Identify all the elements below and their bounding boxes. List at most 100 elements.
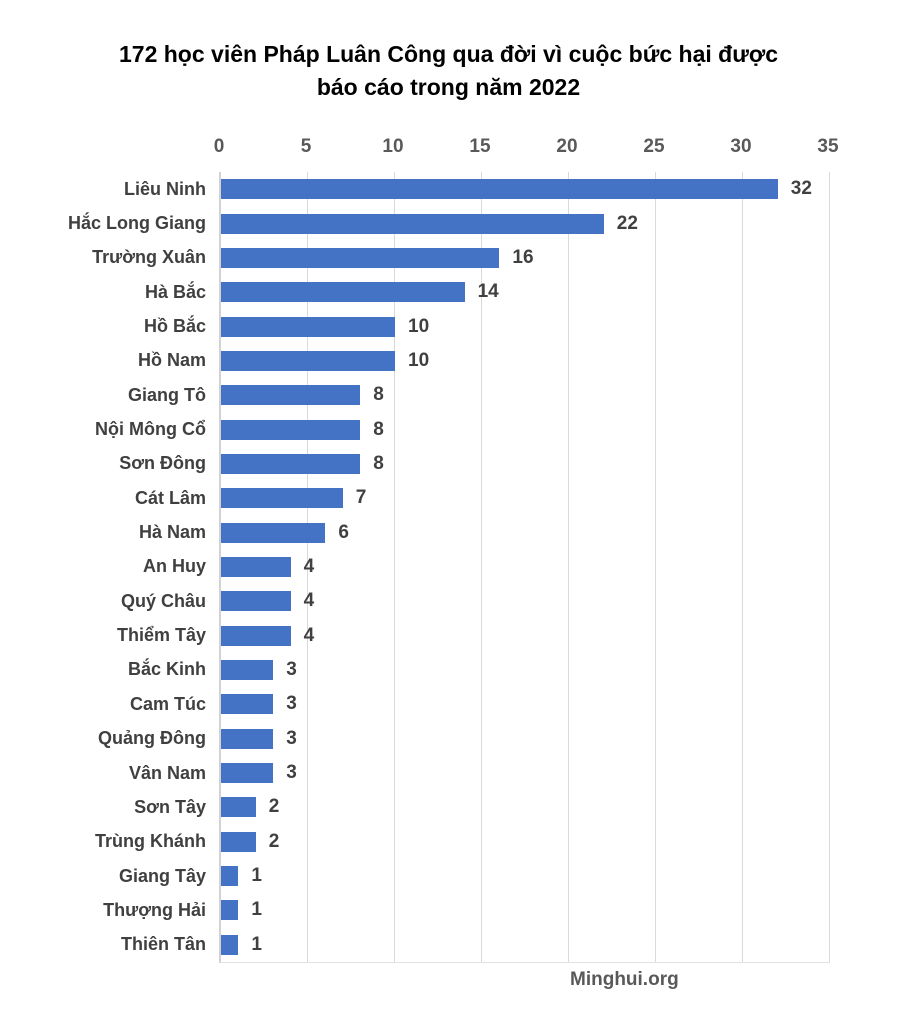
bar-row: 2 [221,790,830,824]
gridline-35 [829,172,830,962]
bar [221,179,778,200]
category-label: Hồ Bắc [143,316,206,337]
bar [221,728,274,749]
gridline-20 [567,172,569,962]
bar [221,213,604,234]
gridline-15 [481,172,482,962]
bar-row: 1 [221,928,830,962]
bar-value-label: 4 [303,624,315,646]
source-credit: Minghui.org [570,969,679,990]
bar [221,763,274,784]
bar-row: 10 [221,344,830,378]
bar-row: 4 [221,550,830,584]
bar-row: 16 [221,241,830,275]
bar [221,831,256,852]
bar-value-label: 32 [790,178,812,200]
bar-row: 3 [221,687,830,721]
bar [221,900,239,921]
bar-row: 3 [221,722,830,756]
bar [221,797,256,818]
x-axis-tick-15: 15 [469,136,491,157]
bar-value-label: 2 [268,830,280,852]
bar [221,282,465,303]
bar-row: 1 [221,859,830,893]
bar-value-label: 22 [616,212,638,234]
category-label: Cát Lâm [134,487,206,508]
category-axis: Liêu Ninh Hắc Long Giang Trường Xuân Hà Bắc… [0,172,206,962]
category-label: Liêu Ninh [124,178,206,199]
bar-row: 4 [221,618,830,652]
category-label: Nội Mông Cổ [95,419,206,440]
bar-value-label: 6 [338,521,349,543]
bar [221,385,361,406]
category-label: Trường Xuân [92,247,206,268]
bar-row: 14 [221,275,830,309]
bar-value-label: 7 [355,487,367,509]
category-label: Sơn Đông [119,453,206,474]
bar [221,934,239,955]
bar [221,316,395,337]
chart-title-line-2: báo cáo trong năm 2022 [316,74,581,100]
bar-value-label: 1 [251,933,262,955]
bar-row: 32 [221,172,830,206]
category-label: Hắc Long Giang [67,213,206,234]
category-label: Hà Nam [138,522,206,543]
plot-area: 32 22 16 14 10 10 8 8 8 7 6 4 4 4 3 3 3 3 2 2 1 1 1 [219,172,830,963]
category-label: Trùng Khánh [95,831,206,852]
bar-value-label: 16 [512,246,534,268]
x-axis-tick-30: 30 [730,136,752,157]
bar-row: 4 [221,584,830,618]
gridline-10 [393,172,395,962]
category-label: Thượng Hải [103,899,206,920]
x-axis-tick-25: 25 [643,136,665,157]
x-axis-tick-35: 35 [817,136,839,157]
bar-row: 22 [221,206,830,240]
gridline-30 [742,172,743,962]
bar [221,591,291,612]
chart-title: 172 học viên Pháp Luân Công qua đời vì c… [0,38,897,104]
bar-value-label: 8 [373,418,384,440]
x-axis-tick-10: 10 [382,136,404,157]
bar-value-label: 4 [303,555,315,577]
category-label: Hà Bắc [144,281,206,302]
category-label: Bắc Kinh [127,659,206,680]
bar [221,350,395,371]
gridline-5 [306,172,308,962]
category-label: An Huy [143,556,206,577]
x-axis: 0 5 10 15 20 25 30 35 [214,134,839,160]
bar-row: 6 [221,515,830,549]
x-axis-tick-0: 0 [213,136,225,157]
bar-value-label: 3 [286,693,297,715]
category-label: Cam Túc [129,693,206,714]
category-label: Hồ Nam [137,350,206,371]
category-label: Giang Tây [118,865,206,886]
bar-row: 8 [221,447,830,481]
bar-rows: 32 22 16 14 10 10 8 8 8 7 6 4 4 4 3 3 3 3 2 2 1 1 1 [221,172,830,962]
bar-row: 1 [221,893,830,927]
bar-row: 8 [221,378,830,412]
bar-value-label: 3 [286,727,297,749]
bar-row: 10 [221,309,830,343]
bar [221,522,326,543]
category-label: Sơn Tây [134,796,206,817]
category-label: Quảng Đông [98,728,206,749]
bar-row: 3 [221,756,830,790]
category-label: Giang Tô [128,384,206,405]
bar [221,419,361,440]
bar-row: 3 [221,653,830,687]
category-label: Thiên Tân [121,934,206,955]
bar-row: 8 [221,412,830,446]
bar-value-label: 8 [373,452,384,474]
bar [221,556,291,577]
bar [221,247,500,268]
category-label: Vân Nam [128,762,206,783]
bar-value-label: 2 [268,796,280,818]
bar [221,694,274,715]
category-label: Quý Châu [120,590,206,611]
bar-value-label: 10 [408,315,430,337]
bar-value-label: 3 [286,762,297,784]
x-axis-tick-5: 5 [300,136,312,157]
bar [221,453,361,474]
bar-value-label: 3 [286,658,297,680]
bar-value-label: 4 [303,590,315,612]
